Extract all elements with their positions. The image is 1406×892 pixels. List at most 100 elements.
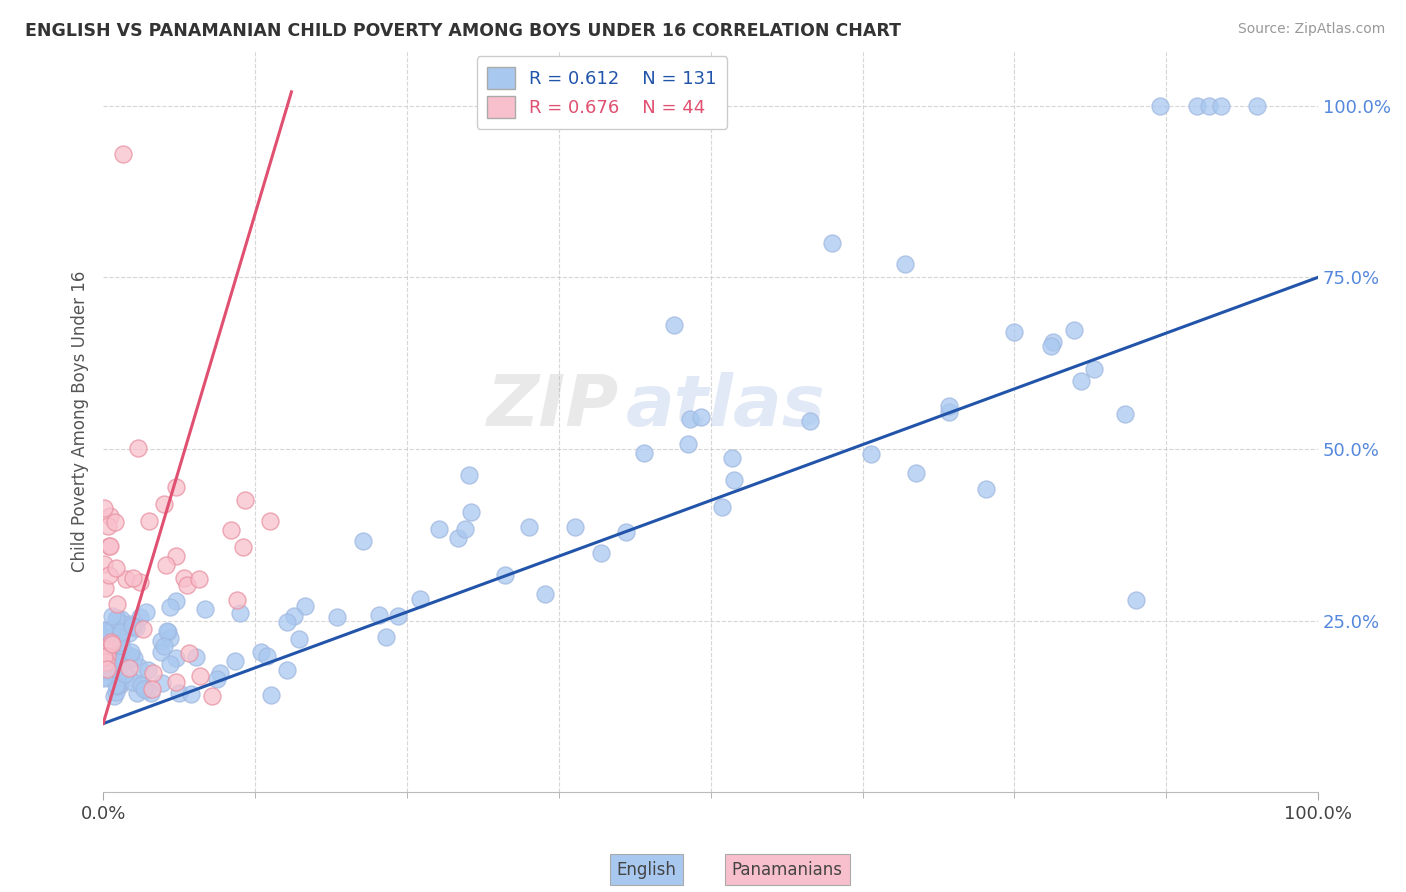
Point	[387, 608, 409, 623]
Point	[534, 587, 557, 601]
Point	[96, 642, 118, 657]
Point	[454, 522, 477, 536]
Point	[97, 639, 120, 653]
Point	[187, 573, 209, 587]
Point	[165, 675, 187, 690]
Point	[1114, 407, 1136, 421]
Point	[1039, 339, 1062, 353]
Point	[94, 581, 117, 595]
Point	[326, 610, 349, 624]
Point	[1198, 98, 1220, 112]
Point	[97, 518, 120, 533]
Point	[96, 661, 118, 675]
Point	[127, 442, 149, 456]
Point	[98, 539, 121, 553]
Point	[93, 624, 115, 638]
Point	[429, 522, 451, 536]
Point	[118, 661, 141, 675]
Point	[974, 483, 997, 497]
Point	[111, 615, 134, 630]
Point	[368, 608, 391, 623]
Point	[110, 635, 132, 649]
Point	[721, 450, 744, 465]
Point	[1070, 374, 1092, 388]
Point	[111, 146, 134, 161]
Point	[458, 467, 481, 482]
Point	[165, 593, 187, 607]
Point	[100, 637, 122, 651]
Point	[142, 665, 165, 680]
Text: ZIP: ZIP	[488, 372, 620, 442]
Point	[150, 633, 173, 648]
Point	[207, 672, 229, 686]
Point	[447, 531, 470, 545]
Point	[94, 670, 117, 684]
Point	[108, 628, 131, 642]
Point	[633, 445, 655, 459]
Point	[821, 235, 844, 250]
Point	[128, 574, 150, 589]
Point	[165, 549, 187, 563]
Point	[96, 649, 118, 664]
Point	[118, 617, 141, 632]
Point	[235, 493, 257, 508]
Point	[108, 677, 131, 691]
Point	[153, 639, 176, 653]
Point	[105, 561, 128, 575]
Point	[894, 256, 917, 270]
Point	[165, 479, 187, 493]
Point	[374, 630, 396, 644]
Point	[93, 671, 115, 685]
Point	[93, 501, 115, 516]
Point	[94, 641, 117, 656]
Text: Source: ZipAtlas.com: Source: ZipAtlas.com	[1237, 22, 1385, 37]
Point	[136, 663, 159, 677]
Point	[167, 686, 190, 700]
Point	[105, 597, 128, 611]
Point	[94, 662, 117, 676]
Point	[799, 414, 821, 428]
Point	[283, 609, 305, 624]
Point	[294, 599, 316, 613]
Point	[107, 655, 129, 669]
Point	[710, 500, 733, 514]
Point	[132, 622, 155, 636]
Point	[150, 675, 173, 690]
Point	[938, 399, 960, 413]
Point	[141, 686, 163, 700]
Point	[138, 514, 160, 528]
Point	[259, 514, 281, 528]
Point	[98, 625, 121, 640]
Point	[97, 649, 120, 664]
Point	[100, 651, 122, 665]
Point	[276, 615, 298, 629]
Point	[224, 655, 246, 669]
Point	[96, 623, 118, 637]
Point	[105, 611, 128, 625]
Point	[103, 635, 125, 649]
Point	[114, 646, 136, 660]
Point	[149, 644, 172, 658]
Point	[136, 683, 159, 698]
Point	[107, 652, 129, 666]
Point	[97, 567, 120, 582]
Point	[1083, 362, 1105, 376]
Point	[723, 474, 745, 488]
Point	[159, 657, 181, 672]
Point	[201, 689, 224, 703]
Point	[100, 665, 122, 679]
Point	[104, 661, 127, 675]
Point	[108, 678, 131, 692]
Point	[249, 645, 271, 659]
Point	[276, 663, 298, 677]
Legend: R = 0.612    N = 131, R = 0.676    N = 44: R = 0.612 N = 131, R = 0.676 N = 44	[477, 56, 727, 129]
Point	[219, 523, 242, 537]
Point	[155, 558, 177, 572]
Point	[110, 612, 132, 626]
Point	[103, 689, 125, 703]
Point	[194, 601, 217, 615]
Point	[98, 508, 121, 523]
Point	[110, 624, 132, 639]
Point	[256, 648, 278, 663]
Point	[188, 668, 211, 682]
